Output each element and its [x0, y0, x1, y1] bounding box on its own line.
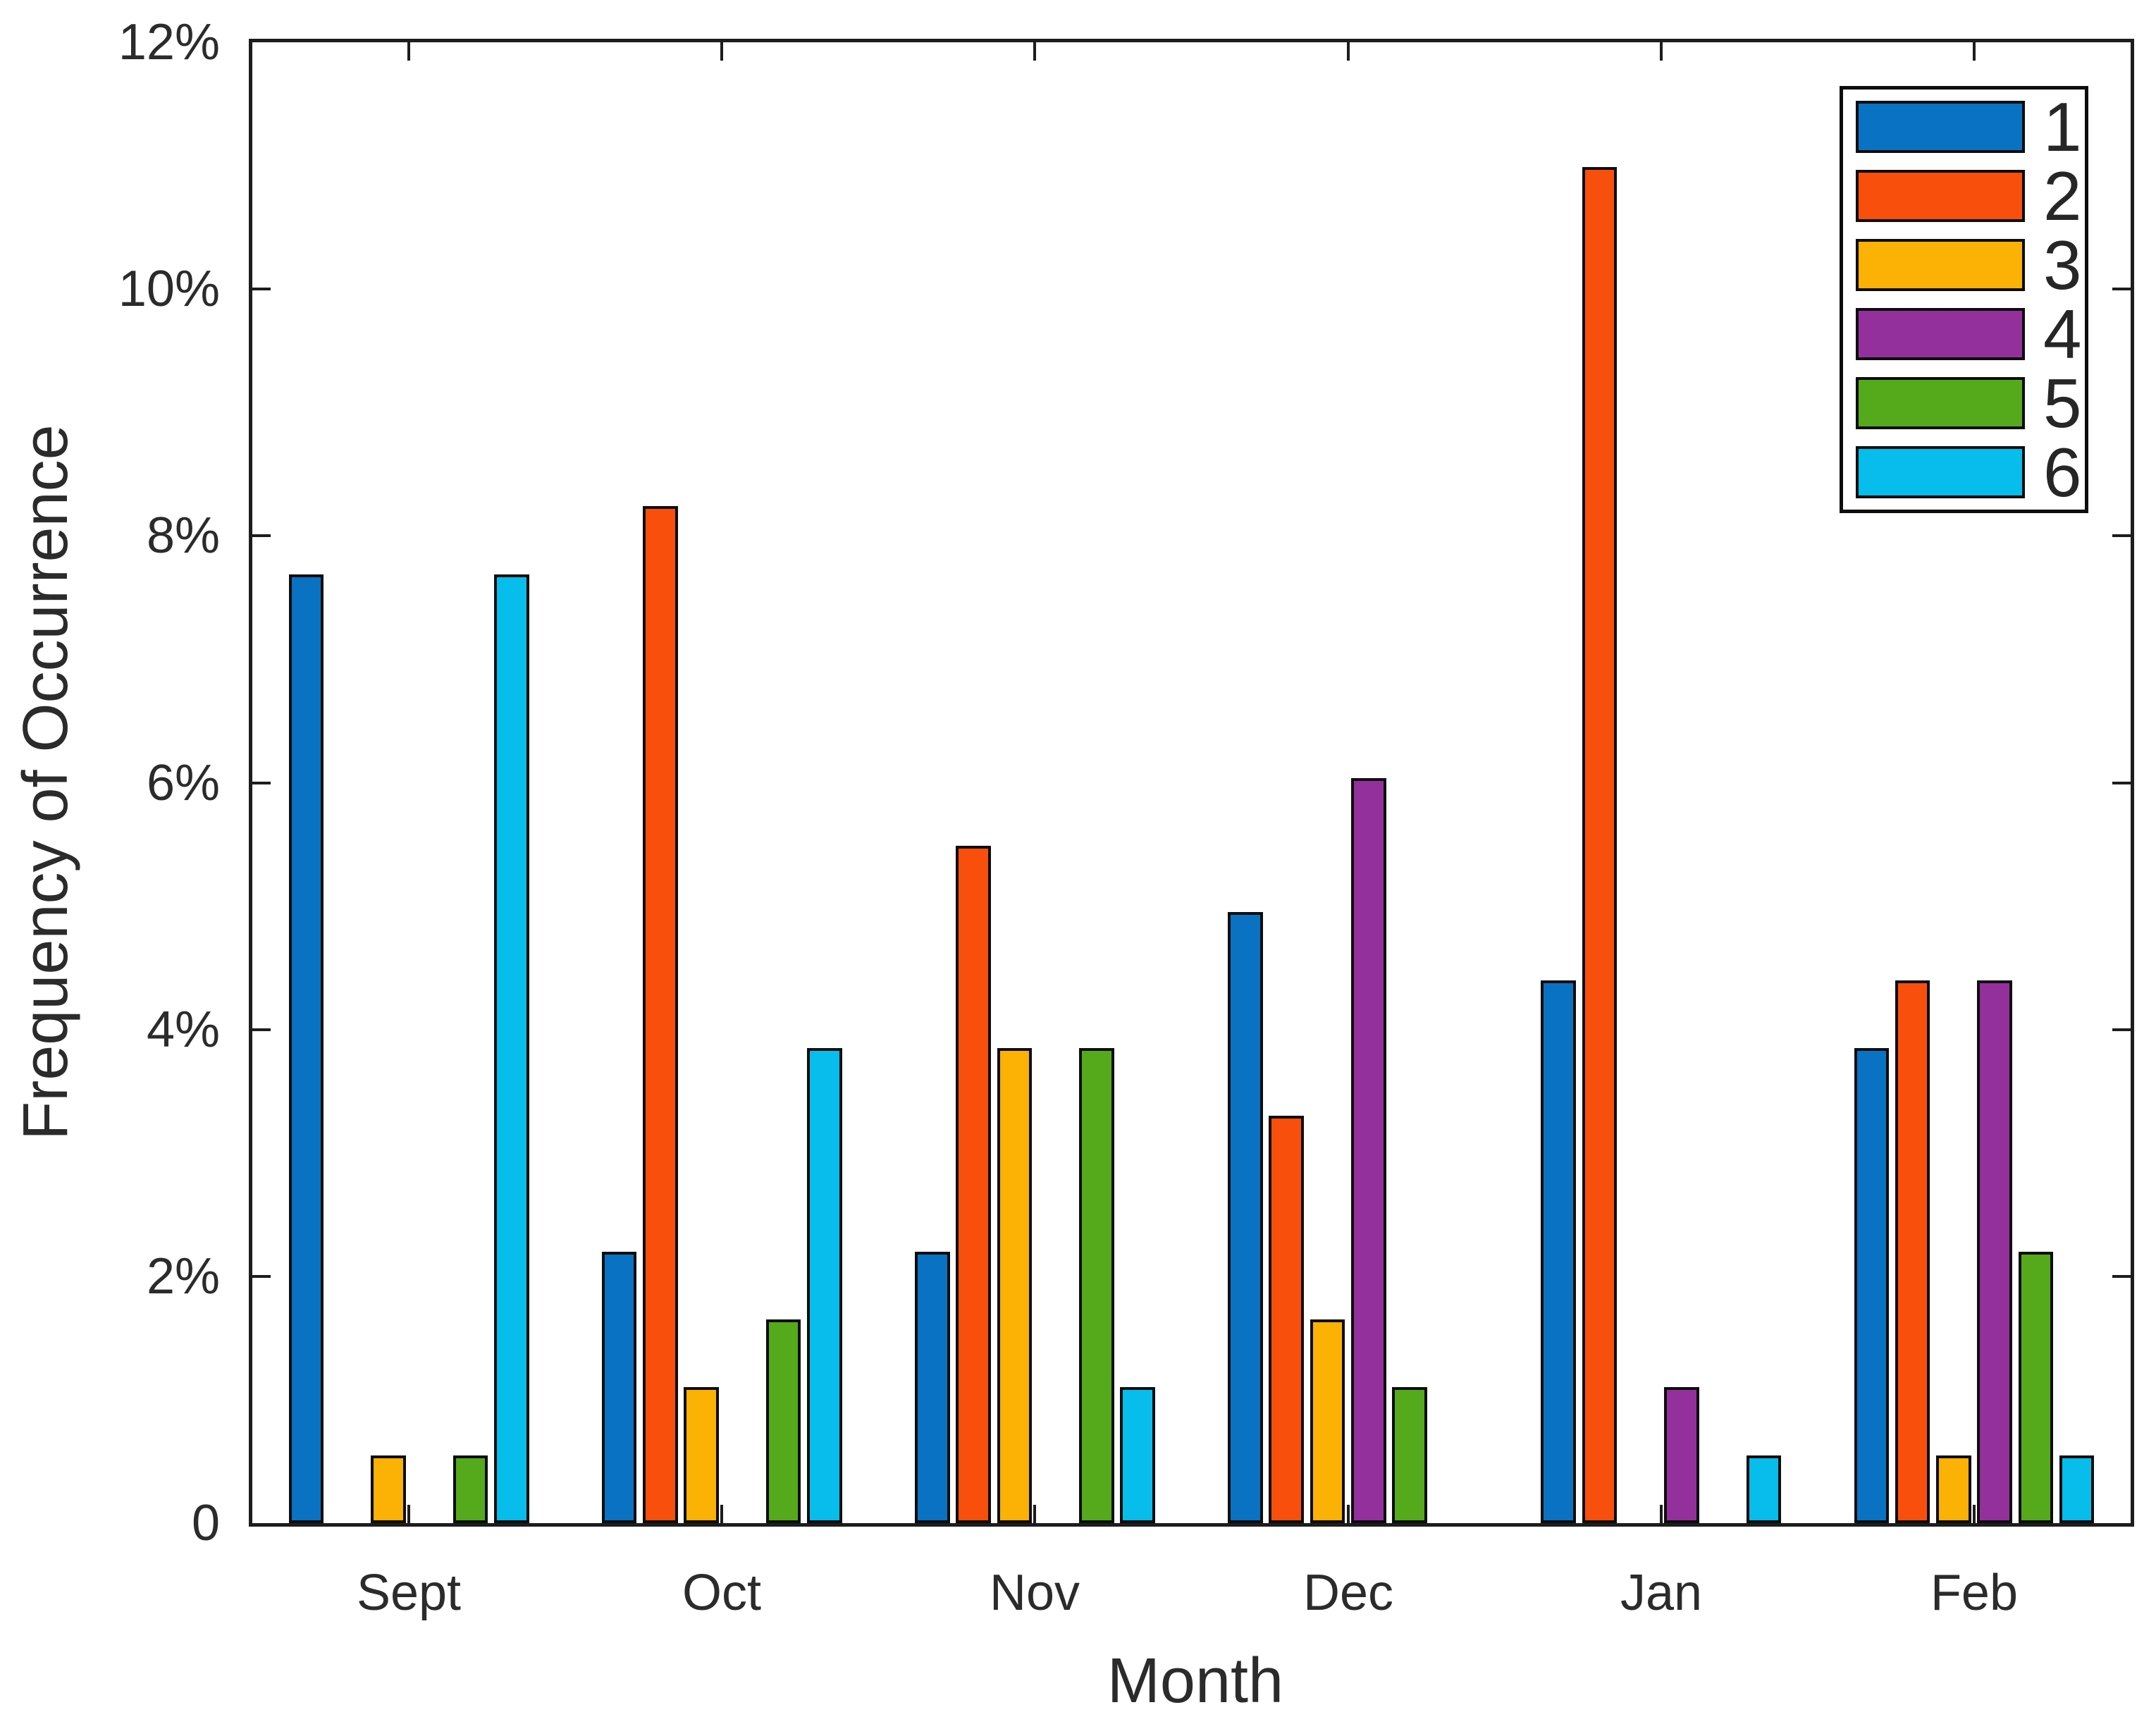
x-tick-top-feb — [1972, 42, 1976, 61]
bar-dec-series2 — [1269, 1116, 1304, 1523]
x-tick-top-sept — [407, 42, 411, 61]
bar-nov-series6 — [1120, 1387, 1155, 1523]
bar-jan-series4 — [1664, 1387, 1699, 1523]
y-tick-right-10 — [2112, 288, 2131, 291]
bar-oct-series3 — [684, 1387, 719, 1523]
legend-entry-2: 2 — [1856, 157, 2085, 235]
x-tick-bottom-jan — [1659, 1505, 1663, 1523]
y-tick-left-4 — [252, 1028, 271, 1031]
bar-feb-series2 — [1895, 980, 1930, 1523]
x-tick-bottom-dec — [1346, 1505, 1350, 1523]
y-tick-label-6: 6% — [146, 755, 220, 811]
bar-nov-series1 — [915, 1251, 950, 1523]
x-tick-top-jan — [1659, 42, 1663, 61]
y-tick-label-0: 0 — [191, 1495, 220, 1551]
x-tick-bottom-sept — [407, 1505, 411, 1523]
bar-sept-series5 — [452, 1455, 488, 1523]
y-tick-label-12: 12% — [118, 14, 220, 70]
legend-entry-5: 5 — [1856, 364, 2085, 442]
legend-swatch-5 — [1856, 377, 2025, 429]
x-axis-title: Month — [1107, 1646, 1284, 1716]
legend-entry-4: 4 — [1856, 295, 2085, 373]
legend-label-6: 6 — [2043, 433, 2082, 511]
x-tick-bottom-oct — [720, 1505, 724, 1523]
bar-feb-series1 — [1854, 1047, 1889, 1523]
bar-nov-series3 — [997, 1047, 1032, 1523]
x-tick-label-feb: Feb — [1930, 1565, 2019, 1621]
legend-entry-1: 1 — [1856, 88, 2085, 166]
y-tick-left-2 — [252, 1274, 271, 1278]
x-tick-top-nov — [1033, 42, 1037, 61]
bar-nov-series2 — [956, 845, 991, 1523]
x-tick-label-nov: Nov — [989, 1565, 1080, 1621]
plot-area — [249, 39, 2134, 1527]
y-tick-right-2 — [2112, 1274, 2131, 1278]
legend-swatch-1 — [1856, 101, 2025, 153]
bar-dec-series4 — [1351, 777, 1386, 1523]
bar-dec-series1 — [1228, 912, 1263, 1523]
y-tick-right-4 — [2112, 1028, 2131, 1031]
y-tick-right-8 — [2112, 534, 2131, 538]
bar-jan-series2 — [1582, 166, 1618, 1523]
y-tick-left-8 — [252, 534, 271, 538]
legend-entry-3: 3 — [1856, 226, 2085, 304]
x-tick-bottom-nov — [1033, 1505, 1037, 1523]
y-tick-label-2: 2% — [146, 1248, 220, 1305]
bar-nov-series5 — [1079, 1047, 1114, 1523]
x-tick-label-dec: Dec — [1302, 1565, 1394, 1621]
x-tick-bottom-feb — [1972, 1505, 1976, 1523]
legend-label-2: 2 — [2043, 157, 2082, 235]
bar-oct-series1 — [601, 1251, 637, 1523]
bar-dec-series3 — [1310, 1319, 1345, 1523]
legend-swatch-3 — [1856, 239, 2025, 291]
legend-swatch-2 — [1856, 170, 2025, 222]
bar-dec-series5 — [1392, 1387, 1427, 1523]
bar-feb-series4 — [1977, 980, 2012, 1523]
bar-oct-series2 — [643, 506, 678, 1523]
y-tick-label-4: 4% — [146, 1002, 220, 1058]
bar-sept-series6 — [494, 574, 529, 1523]
legend-entry-6: 6 — [1856, 433, 2085, 511]
y-tick-label-10: 10% — [118, 261, 220, 317]
legend-label-3: 3 — [2043, 226, 2082, 304]
legend-swatch-4 — [1856, 308, 2025, 360]
x-tick-label-oct: Oct — [682, 1565, 761, 1621]
legend-label-1: 1 — [2043, 88, 2082, 166]
x-tick-top-dec — [1346, 42, 1350, 61]
y-tick-left-10 — [252, 288, 271, 291]
bar-sept-series3 — [371, 1455, 406, 1523]
bar-oct-series6 — [807, 1047, 842, 1523]
bar-jan-series6 — [1746, 1455, 1782, 1523]
y-axis-title: Frequency of Occurrence — [11, 424, 81, 1140]
bar-jan-series1 — [1541, 980, 1576, 1523]
x-tick-label-sept: Sept — [356, 1565, 462, 1621]
legend-swatch-6 — [1856, 446, 2025, 498]
bar-oct-series5 — [765, 1319, 801, 1523]
bar-feb-series5 — [2018, 1251, 2053, 1523]
y-tick-left-6 — [252, 781, 271, 784]
y-tick-right-6 — [2112, 781, 2131, 784]
x-tick-label-jan: Jan — [1620, 1565, 1703, 1621]
bar-feb-series6 — [2059, 1455, 2095, 1523]
legend-label-4: 4 — [2043, 295, 2082, 373]
bar-sept-series1 — [288, 574, 324, 1523]
y-tick-label-8: 8% — [146, 507, 220, 564]
x-tick-top-oct — [720, 42, 724, 61]
bar-feb-series3 — [1936, 1455, 1971, 1523]
legend-label-5: 5 — [2043, 364, 2082, 442]
